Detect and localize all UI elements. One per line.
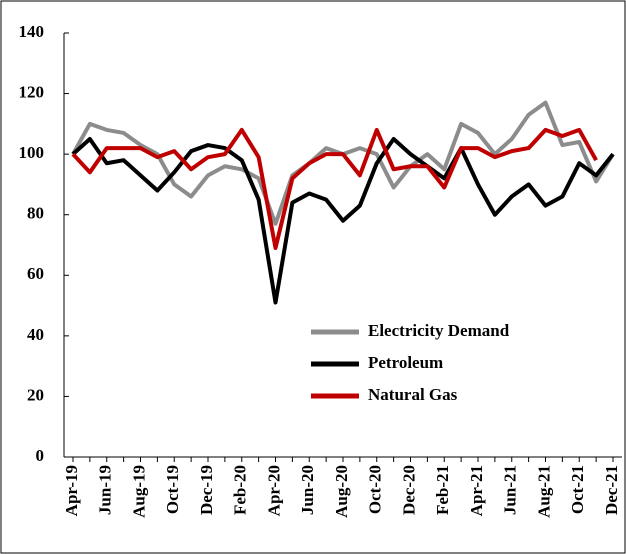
x-tick-label: Apr-19 [62,465,81,516]
x-tick-label: Oct-20 [366,465,385,514]
legend-label: Petroleum [368,353,443,372]
x-tick-label: Dec-21 [602,465,621,515]
y-tick-label: 20 [27,385,44,404]
x-tick-label: Apr-21 [467,465,486,516]
x-tick-label: Feb-21 [433,465,452,515]
y-tick-label: 0 [36,446,45,465]
x-tick-label: Dec-19 [197,465,216,515]
y-tick-label: 80 [27,204,44,223]
y-tick-label: 100 [19,143,45,162]
y-tick-label: 140 [19,22,45,41]
legend-label: Electricity Demand [368,321,510,340]
line-series [71,100,615,226]
line-series [71,127,598,251]
y-tick-label: 40 [27,325,44,344]
x-tick-label: Apr-20 [264,465,283,516]
x-tick-label: Jun-19 [96,465,115,515]
x-tick-label: Feb-20 [231,465,250,515]
x-tick-label: Aug-20 [332,465,351,518]
x-tick-label: Aug-21 [534,465,553,518]
x-tick-label: Jun-21 [501,465,520,515]
legend-label: Natural Gas [368,385,458,404]
x-tick-label: Oct-21 [568,465,587,514]
line-series [71,137,615,305]
x-tick-label: Dec-20 [399,465,418,515]
x-tick-label: Oct-19 [163,465,182,514]
x-tick-label: Jun-20 [298,465,317,515]
x-tick-label: Aug-19 [129,465,148,518]
y-tick-label: 60 [27,264,44,283]
y-tick-label: 120 [19,82,45,101]
